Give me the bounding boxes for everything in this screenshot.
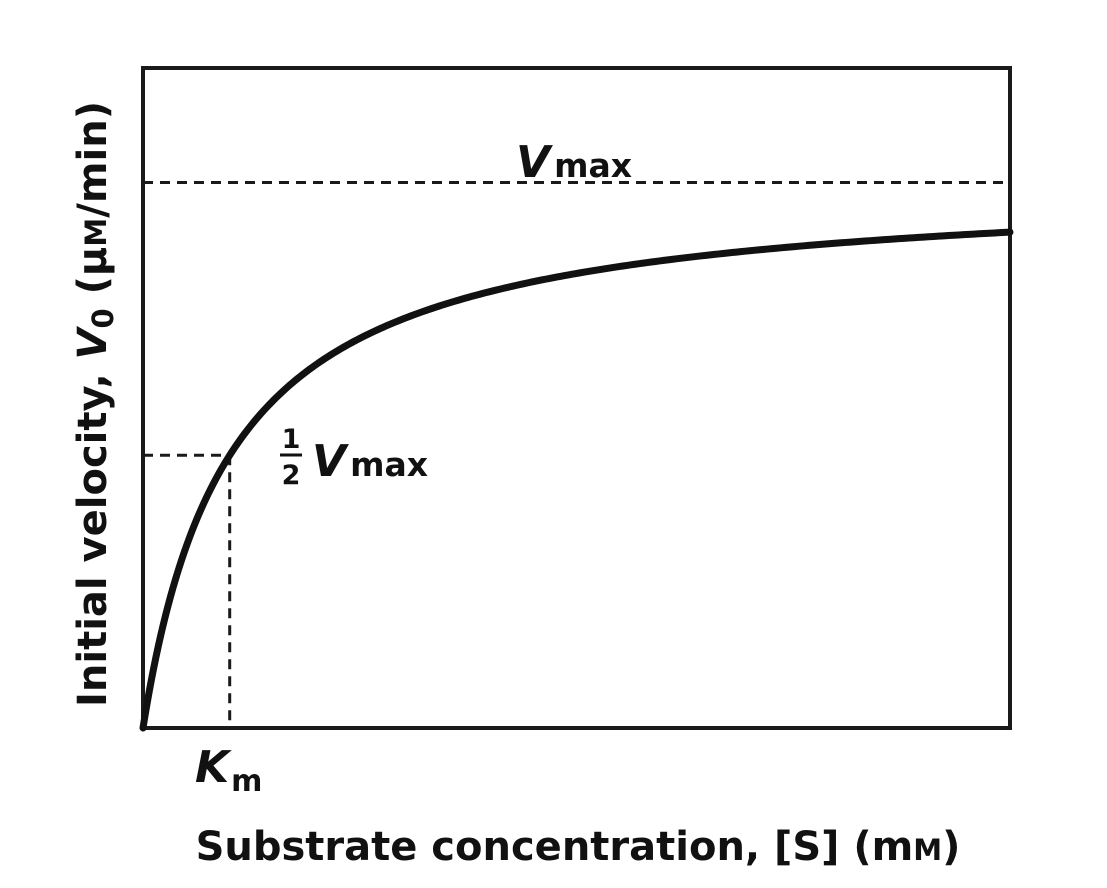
plot-frame	[141, 66, 1012, 730]
fraction-numerator: 1	[282, 424, 301, 455]
y-axis-label: Initial velocity, V0 (μM/min)	[70, 101, 120, 707]
x-axis-label: Substrate concentration, [S] (mM)	[196, 824, 961, 870]
michaelis-menten-curve	[139, 228, 1014, 732]
fraction-denominator: 2	[282, 460, 301, 491]
km-label: Km	[195, 742, 262, 799]
